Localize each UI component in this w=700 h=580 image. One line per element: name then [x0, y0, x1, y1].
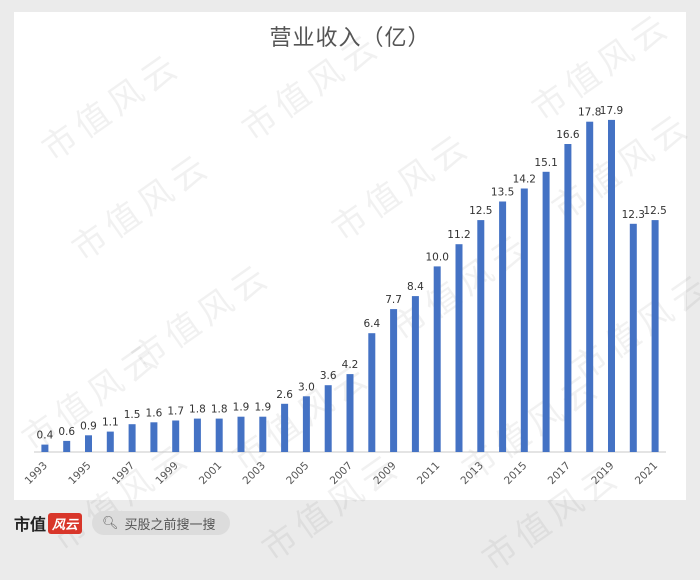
x-tick-label-2013: 2013: [459, 460, 486, 487]
data-label-2000: 1.8: [189, 404, 206, 416]
footer: 市值 风云 🔍︎ 买股之前搜一搜: [14, 510, 230, 536]
data-label-1995: 0.9: [80, 420, 97, 432]
data-label-2009: 7.7: [385, 294, 402, 306]
data-label-2013: 12.5: [469, 205, 492, 217]
bar-1995: [85, 435, 92, 452]
data-label-2001: 1.8: [211, 404, 228, 416]
data-label-2010: 8.4: [407, 281, 424, 293]
bar-2016: [542, 171, 550, 453]
x-tick-label-2015: 2015: [502, 460, 529, 487]
data-label-2012: 11.2: [447, 229, 470, 241]
logo-badge: 风云: [48, 512, 83, 534]
x-tick-label-2019: 2019: [589, 460, 616, 487]
bar-1996: [106, 431, 114, 452]
search-icon: 🔍︎: [102, 515, 119, 531]
x-tick-label-2005: 2005: [284, 460, 311, 487]
bar-1994: [63, 440, 71, 452]
x-tick-label-2009: 2009: [371, 460, 398, 487]
x-tick-label-2021: 2021: [633, 460, 660, 487]
data-label-1993: 0.4: [37, 430, 54, 442]
data-label-2018: 17.8: [578, 107, 601, 119]
x-tick-label-2017: 2017: [546, 460, 573, 487]
bar-2015: [520, 188, 528, 452]
data-label-2007: 4.2: [342, 359, 359, 371]
data-label-2008: 6.4: [363, 318, 380, 330]
x-tick-label-2011: 2011: [415, 460, 442, 487]
search-placeholder: 买股之前搜一搜: [124, 517, 216, 533]
bar-2007: [346, 374, 354, 452]
bar-2020: [629, 223, 637, 452]
bar-2013: [477, 220, 485, 452]
bar-2008: [368, 333, 376, 452]
data-label-2015: 14.2: [513, 174, 536, 186]
logo-text: 市值: [14, 515, 47, 534]
x-tick-label-1997: 1997: [110, 460, 137, 487]
bar-2012: [455, 244, 463, 452]
data-label-2021: 12.5: [643, 205, 666, 217]
bar-1998: [150, 422, 158, 452]
bar-1999: [172, 420, 180, 452]
x-tick-label-2001: 2001: [197, 460, 224, 487]
x-tick-label-1995: 1995: [66, 460, 93, 487]
data-label-1997: 1.5: [124, 409, 141, 421]
data-label-2014: 13.5: [491, 187, 514, 199]
bar-2000: [193, 418, 201, 452]
data-label-2020: 12.3: [622, 209, 645, 221]
data-label-2006: 3.6: [320, 370, 337, 382]
bar-2017: [564, 144, 572, 452]
x-tick-label-1993: 1993: [23, 460, 50, 487]
data-label-2003: 1.9: [254, 402, 271, 414]
bar-1993: [41, 444, 49, 452]
data-label-1998: 1.6: [146, 407, 163, 419]
data-label-2017: 16.6: [556, 129, 580, 141]
data-label-2011: 10.0: [426, 251, 449, 263]
brand-logo[interactable]: 市值 风云: [14, 511, 83, 535]
data-label-1994: 0.6: [58, 426, 75, 438]
bar-2021: [651, 220, 659, 452]
bar-2006: [324, 385, 332, 452]
data-label-2004: 2.6: [276, 389, 293, 401]
revenue-bar-chart: 0.4 1993 0.6 0.9 1995 1.1 1.5 1997 1.6 1.7 1999 1.8…: [23, 105, 667, 487]
search-box[interactable]: 🔍︎ 买股之前搜一搜: [92, 511, 230, 535]
bar-2005: [302, 396, 310, 452]
data-label-1999: 1.7: [167, 406, 184, 418]
data-label-1996: 1.1: [102, 417, 119, 429]
bar-2009: [390, 309, 398, 452]
bar-2010: [411, 296, 419, 452]
x-tick-label-2003: 2003: [241, 460, 268, 487]
bar-2019: [608, 119, 615, 453]
bar-2018: [586, 121, 594, 452]
bar-2004: [281, 403, 289, 452]
data-label-2002: 1.9: [233, 402, 250, 414]
bar-2002: [237, 416, 245, 452]
x-tick-label-1999: 1999: [153, 460, 180, 487]
bar-2001: [215, 418, 223, 452]
chart-title: 营业收入（亿）: [269, 26, 431, 51]
x-tick-label-2007: 2007: [328, 460, 355, 487]
bar-2011: [433, 266, 441, 452]
data-label-2016: 15.1: [534, 157, 557, 169]
bar-2003: [259, 416, 267, 452]
data-label-2005: 3.0: [298, 381, 315, 393]
bar-1997: [128, 424, 136, 452]
data-label-2019: 17.9: [600, 105, 623, 117]
bar-2014: [499, 201, 507, 452]
